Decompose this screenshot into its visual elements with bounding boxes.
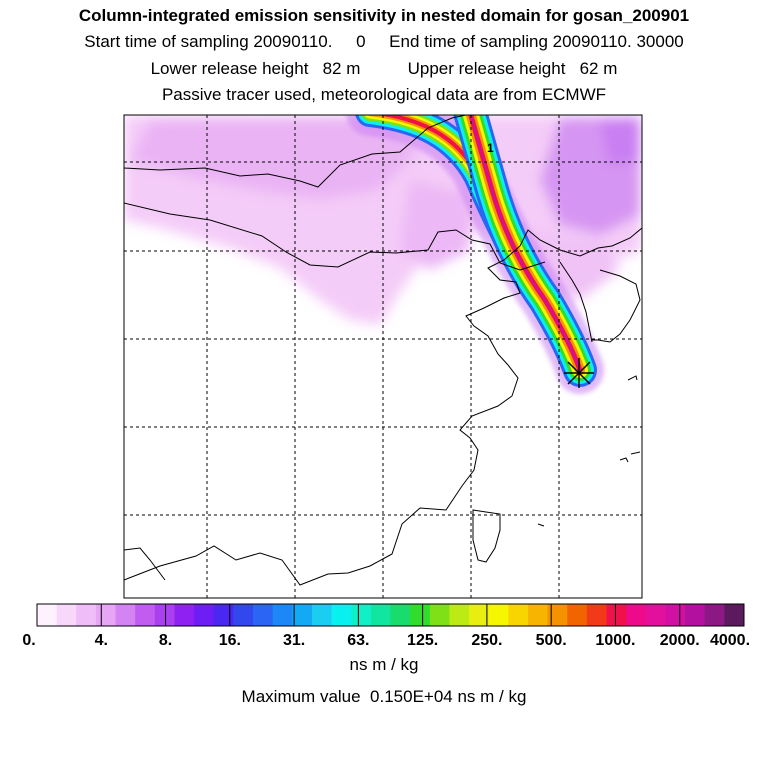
- colorbar-swatch: [174, 604, 195, 626]
- chart-title: Column-integrated emission sensitivity i…: [78, 6, 690, 25]
- colorbar-swatch: [390, 604, 411, 626]
- colorbar-swatch: [567, 604, 588, 626]
- colorbar-swatch: [331, 604, 352, 626]
- colorbar-tick-label: 4000.: [709, 632, 751, 649]
- colorbar-swatch: [253, 604, 274, 626]
- colorbar-swatch: [233, 604, 254, 626]
- colorbar-tick-label: 2000.: [659, 632, 700, 649]
- colorbar-tick-label: 125.: [407, 632, 439, 649]
- colorbar-swatch: [311, 604, 332, 626]
- colorbar-tick-label: 4.: [94, 632, 108, 649]
- colorbar-swatch: [135, 604, 156, 626]
- colorbar-swatch: [115, 604, 136, 626]
- colorbar-units: ns m / kg: [349, 655, 419, 674]
- colorbar-swatch: [213, 604, 234, 626]
- colorbar-tick-label: 250.: [471, 632, 503, 649]
- colorbar-swatch: [410, 604, 431, 626]
- colorbar-swatch: [665, 604, 686, 626]
- release-height-line: Lower release height 82 m Upper release …: [150, 59, 618, 78]
- colorbar-tick-label: 1000.: [595, 632, 636, 649]
- colorbar-swatch: [724, 604, 745, 626]
- colorbar-swatch: [685, 604, 706, 626]
- colorbar-tick-label: 500.: [535, 632, 567, 649]
- colorbar-swatch: [76, 604, 97, 626]
- colorbar-swatch: [429, 604, 450, 626]
- colorbar-swatch: [586, 604, 607, 626]
- colorbar-swatch: [527, 604, 549, 626]
- plume: [346, 115, 604, 394]
- colorbar-tick-label: 16.: [218, 632, 241, 649]
- colorbar-swatch: [469, 604, 490, 626]
- colorbar-swatch: [645, 604, 666, 626]
- sampling-time-line: Start time of sampling 20090110. 0 End t…: [84, 32, 684, 51]
- colorbar-swatch: [626, 604, 647, 626]
- colorbar-swatch: [37, 604, 58, 626]
- receptor-marker-icon: [564, 358, 594, 388]
- colorbar-swatch: [351, 604, 372, 626]
- colorbar-swatch: [95, 604, 116, 626]
- map-field: 1: [124, 115, 642, 598]
- maximum-value-text: Maximum value 0.150E+04 ns m / kg: [241, 687, 527, 706]
- colorbar-swatch: [606, 604, 627, 626]
- tracer-info-line: Passive tracer used, meteorological data…: [161, 85, 607, 104]
- colorbar-tick-label: 0.: [22, 632, 36, 649]
- colorbar-swatch: [194, 604, 215, 626]
- colorbar-tick-label: 31.: [282, 632, 306, 649]
- colorbar-swatch: [488, 604, 509, 626]
- colorbar: [36, 603, 745, 627]
- map-frame: [123, 114, 643, 599]
- colorbar-tick-label: 63.: [347, 632, 370, 649]
- colorbar-swatch: [370, 604, 391, 626]
- gridlines: [124, 115, 642, 598]
- colorbar-swatch: [292, 604, 313, 626]
- colorbar-swatch: [56, 604, 77, 626]
- colorbar-swatch: [272, 604, 293, 626]
- colorbar-swatch: [547, 604, 568, 626]
- coastlines: [124, 115, 642, 586]
- colorbar-swatch: [154, 604, 175, 626]
- colorbar-swatch: [449, 604, 470, 626]
- colorbar-swatch: [704, 604, 725, 626]
- colorbar-swatch: [508, 604, 529, 626]
- colorbar-tick-label: 8.: [158, 632, 173, 649]
- plume-marker-label: 1: [487, 141, 494, 155]
- colorbar-frame: [36, 603, 745, 627]
